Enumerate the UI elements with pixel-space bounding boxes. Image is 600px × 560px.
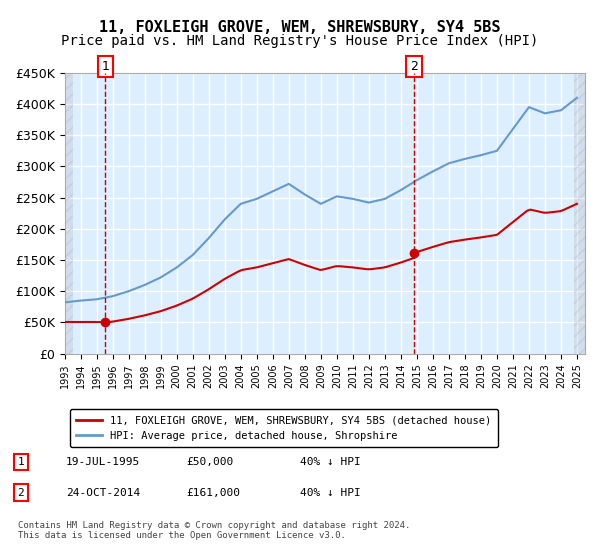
Text: 24-OCT-2014: 24-OCT-2014	[66, 488, 140, 498]
Text: £50,000: £50,000	[186, 457, 233, 467]
Legend: 11, FOXLEIGH GROVE, WEM, SHREWSBURY, SY4 5BS (detached house), HPI: Average pric: 11, FOXLEIGH GROVE, WEM, SHREWSBURY, SY4…	[70, 409, 498, 447]
Text: 40% ↓ HPI: 40% ↓ HPI	[300, 457, 361, 467]
Text: 2: 2	[410, 60, 418, 73]
Text: Contains HM Land Registry data © Crown copyright and database right 2024.
This d: Contains HM Land Registry data © Crown c…	[18, 521, 410, 540]
Bar	[65, 73, 73, 353]
Text: £161,000: £161,000	[186, 488, 240, 498]
Text: 1: 1	[17, 457, 25, 467]
Bar	[574, 73, 585, 353]
Text: 40% ↓ HPI: 40% ↓ HPI	[300, 488, 361, 498]
Text: 2: 2	[17, 488, 25, 498]
Text: 19-JUL-1995: 19-JUL-1995	[66, 457, 140, 467]
Text: 1: 1	[101, 60, 109, 73]
Text: 11, FOXLEIGH GROVE, WEM, SHREWSBURY, SY4 5BS: 11, FOXLEIGH GROVE, WEM, SHREWSBURY, SY4…	[99, 20, 501, 35]
Text: Price paid vs. HM Land Registry's House Price Index (HPI): Price paid vs. HM Land Registry's House …	[61, 34, 539, 48]
